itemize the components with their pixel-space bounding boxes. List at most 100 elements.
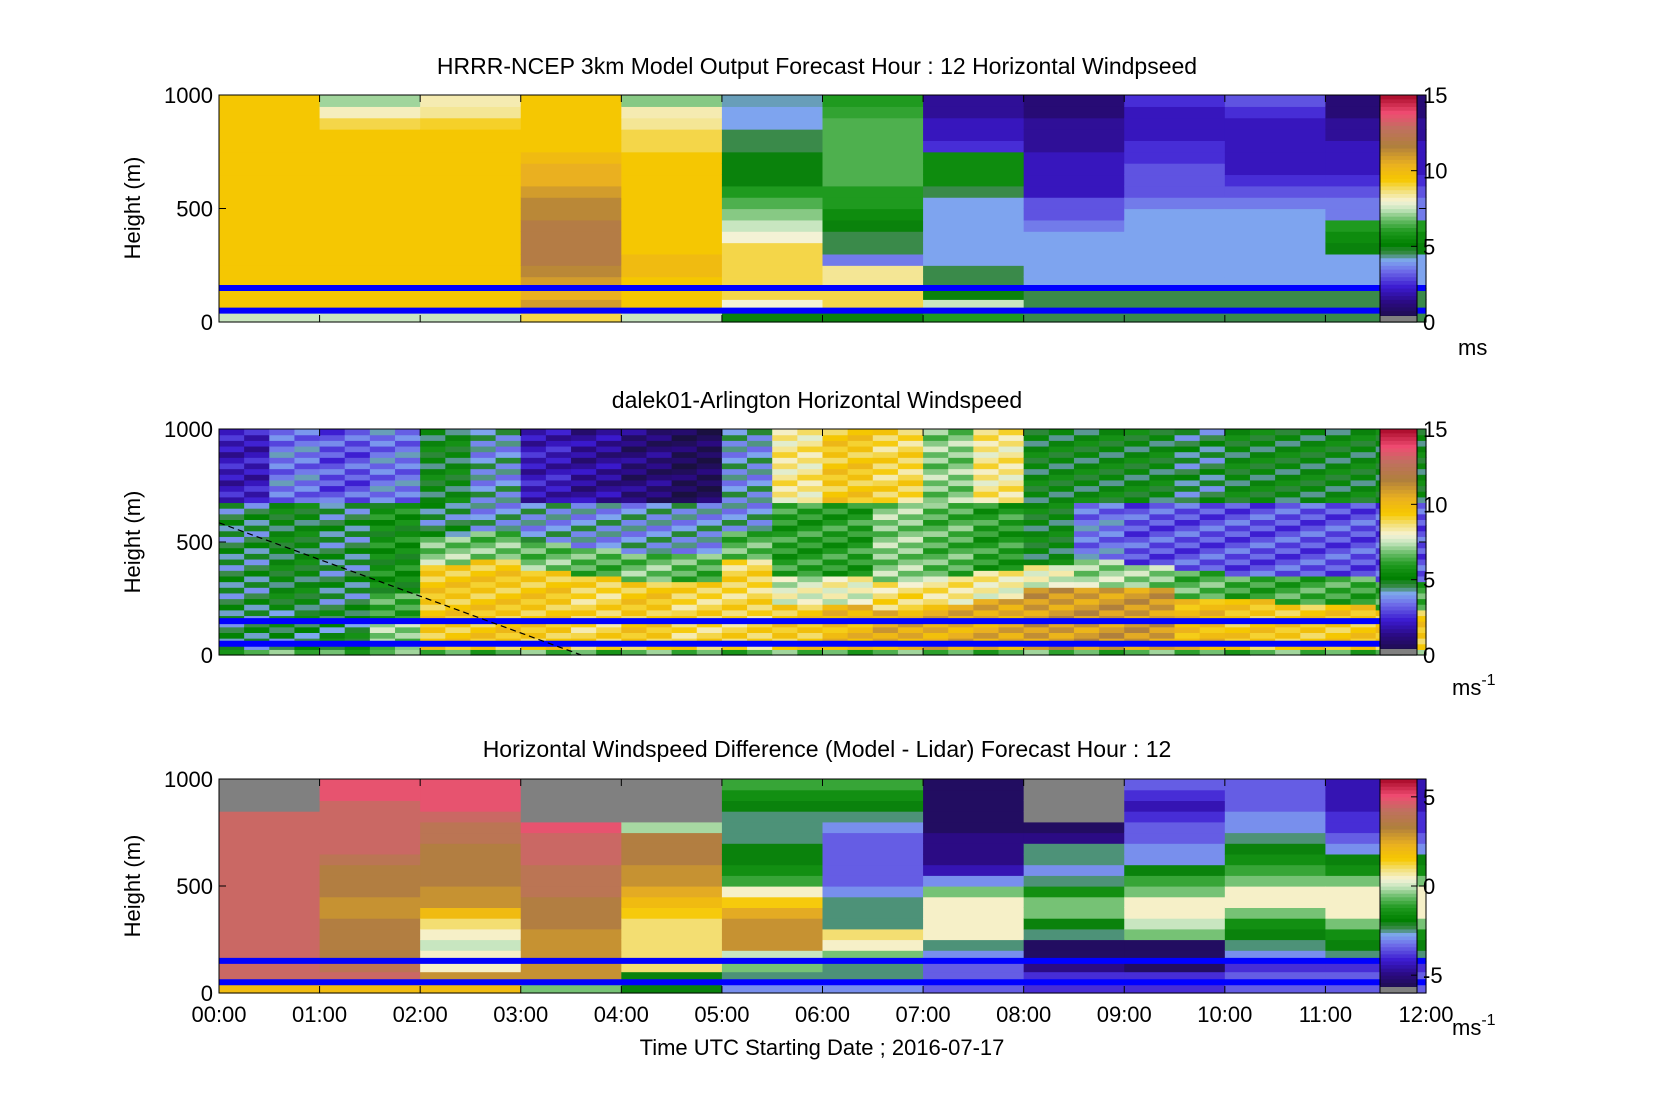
heatmap-cell [797, 457, 824, 464]
heatmap-cell [1149, 643, 1176, 650]
heatmap-cell [948, 536, 974, 543]
heatmap-cell [1275, 598, 1301, 605]
heatmap-cell [244, 604, 270, 611]
heatmap-cell [948, 581, 974, 588]
heatmap-cell [1300, 513, 1327, 520]
heatmap-cell [1023, 457, 1050, 464]
heatmap-cell [1325, 276, 1427, 289]
colorbar-tick-label: 0 [1423, 310, 1435, 335]
heatmap-cell [1249, 547, 1276, 554]
heatmap-cell [923, 960, 1025, 973]
heatmap-cell [822, 163, 924, 176]
heatmap-cell [1023, 789, 1125, 801]
heatmap-cell [395, 519, 421, 526]
heatmap-cell [847, 491, 874, 498]
heatmap-cell [470, 621, 497, 628]
heatmap-cell [1275, 485, 1301, 492]
heatmap-cell [1249, 621, 1276, 628]
colorbar-swatch [1380, 971, 1417, 976]
heatmap-cell [721, 265, 824, 278]
heatmap-cell [671, 525, 698, 532]
heatmap-cell [1199, 457, 1226, 464]
heatmap-cell [671, 468, 698, 475]
heatmap-cell [1249, 502, 1276, 509]
colorbar-swatch [1380, 789, 1417, 794]
heatmap-cell [897, 587, 924, 594]
heatmap-cell [646, 632, 673, 639]
heatmap-cell [923, 542, 949, 549]
heatmap-cell [1174, 457, 1201, 464]
colorbar-swatch [1380, 811, 1417, 816]
heatmap-cell [1149, 457, 1176, 464]
heatmap-cell [1099, 632, 1125, 639]
heatmap-cell [696, 440, 723, 447]
heatmap-cell [772, 643, 798, 650]
heatmap-cell [1023, 496, 1050, 504]
heatmap-cell [646, 643, 673, 650]
heatmap-cell [1174, 649, 1201, 656]
heatmap-cell [621, 542, 648, 549]
heatmap-cell [797, 508, 824, 515]
heatmap-cell [772, 485, 798, 492]
heatmap-cell [319, 502, 346, 509]
heatmap-cell [470, 530, 497, 537]
heatmap-cell [948, 429, 974, 436]
heatmap-cell [721, 530, 748, 537]
heatmap-cell [1199, 581, 1226, 588]
heatmap-cell [520, 928, 622, 941]
heatmap-cell [520, 626, 547, 633]
heatmap-cell [445, 525, 472, 532]
heatmap-cell [1048, 575, 1075, 583]
heatmap-cell [973, 604, 1000, 611]
heatmap-cell [998, 604, 1025, 611]
colorbar-swatch [1380, 174, 1417, 179]
heatmap-cell [269, 575, 296, 583]
heatmap-cell [721, 950, 824, 962]
heatmap-cell [219, 875, 321, 887]
heatmap-cell [1149, 592, 1176, 600]
heatmap-cell [319, 621, 346, 628]
heatmap-cell [1325, 508, 1352, 515]
heatmap-cell [772, 547, 798, 554]
heatmap-cell [621, 106, 723, 119]
heatmap-cell [1023, 129, 1125, 141]
heatmap-cell [495, 575, 522, 583]
heatmap-cell [495, 530, 522, 537]
heatmap-cell [294, 479, 321, 487]
heatmap-cell [520, 564, 547, 571]
heatmap-cell [1124, 242, 1226, 255]
heatmap-cell [646, 474, 673, 481]
heatmap-cell [621, 553, 648, 560]
heatmap-cell [998, 496, 1025, 504]
heatmap-cell [495, 468, 522, 475]
heatmap-cell [571, 496, 597, 504]
heatmap-cell [596, 598, 622, 605]
colorbar-swatch [1380, 257, 1417, 263]
heatmap-cell [420, 960, 522, 973]
heatmap-cell [721, 468, 748, 475]
heatmap-cell [294, 581, 321, 588]
heatmap-cell [721, 197, 824, 210]
heatmap-cell [1199, 445, 1226, 453]
heatmap-cell [923, 928, 1025, 941]
heatmap-cell [571, 502, 597, 509]
heatmap-cell [369, 502, 396, 509]
colorbar-swatch [1380, 557, 1417, 562]
heatmap-cell [1199, 604, 1226, 611]
heatmap-cell [1275, 451, 1301, 458]
heatmap-cell [1023, 299, 1125, 312]
colorbar-swatch [1380, 602, 1417, 607]
heatmap-cell [897, 445, 924, 453]
heatmap-cell [747, 519, 773, 526]
heatmap-cell [1199, 479, 1226, 487]
heatmap-cell [772, 581, 798, 588]
heatmap-cell [646, 542, 673, 549]
heatmap-cell [571, 547, 597, 554]
panel-lidar-colorbar-label: ms-1 [1452, 672, 1496, 700]
heatmap-cell [822, 982, 924, 994]
heatmap-cell [923, 875, 1025, 887]
heatmap-cell [1149, 429, 1176, 436]
heatmap-cell [1174, 570, 1201, 577]
heatmap-cell [294, 508, 321, 515]
heatmap-cell [269, 570, 296, 577]
